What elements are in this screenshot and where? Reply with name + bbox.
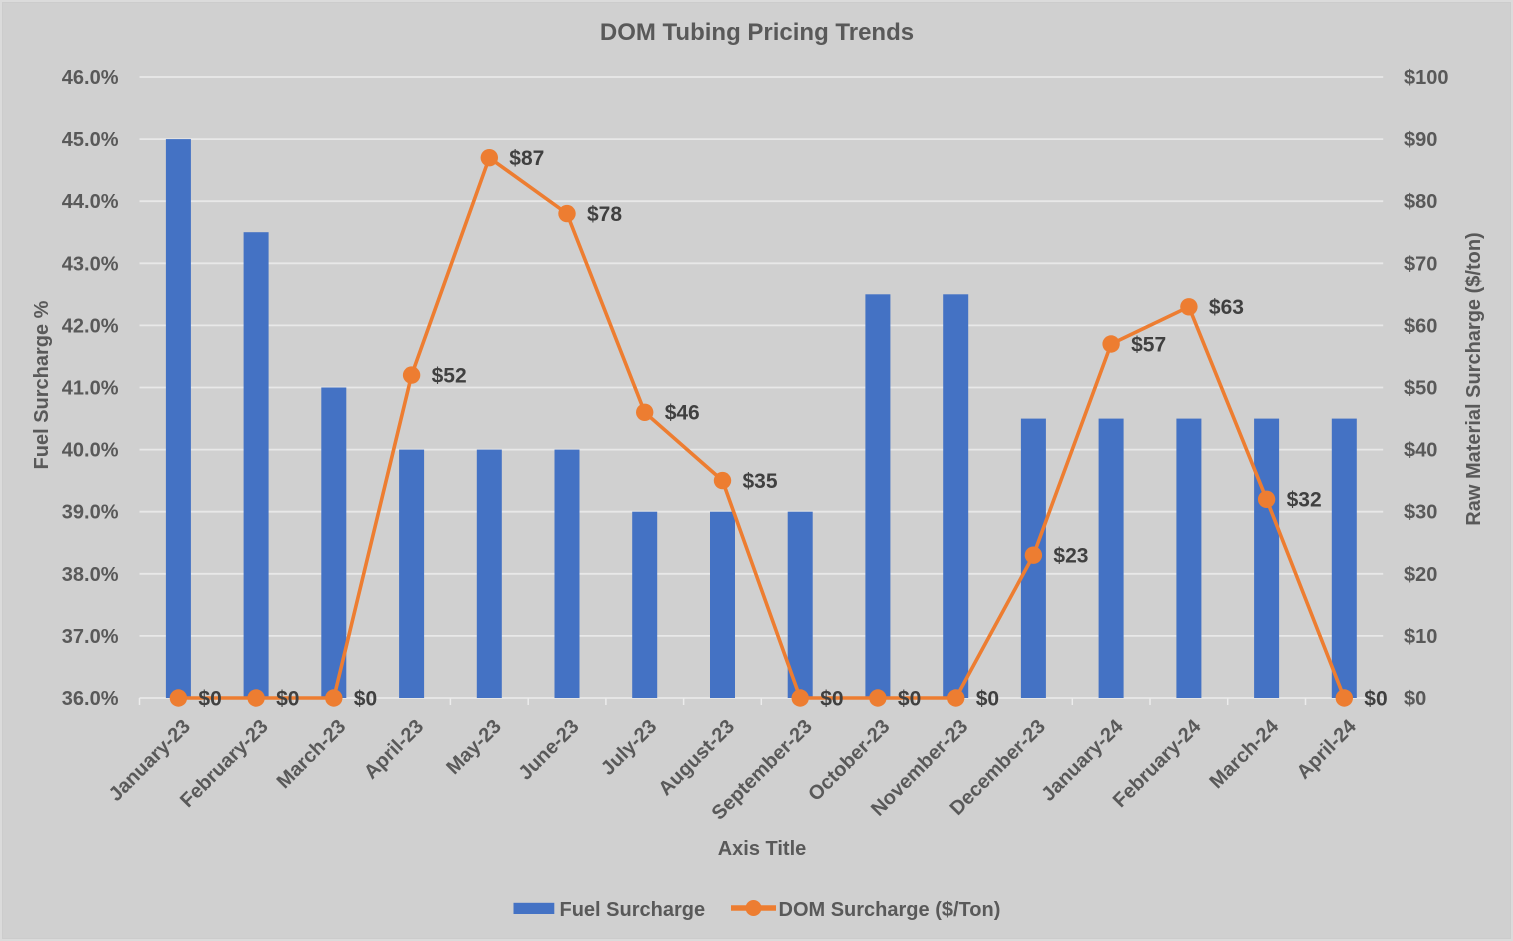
- svg-text:Raw Material Surcharge ($/ton): Raw Material Surcharge ($/ton): [1463, 232, 1485, 525]
- svg-text:$0: $0: [1404, 688, 1426, 710]
- svg-text:$30: $30: [1404, 502, 1437, 524]
- svg-text:$0: $0: [198, 687, 221, 710]
- svg-text:$52: $52: [432, 365, 467, 388]
- svg-text:43.0%: 43.0%: [62, 253, 119, 275]
- svg-text:Fuel Surcharge %: Fuel Surcharge %: [31, 300, 53, 469]
- svg-text:DOM Surcharge ($/Ton): DOM Surcharge ($/Ton): [779, 899, 1001, 921]
- svg-text:$50: $50: [1404, 378, 1437, 400]
- svg-text:$35: $35: [743, 470, 778, 493]
- svg-text:$23: $23: [1053, 545, 1088, 568]
- svg-text:DOM Tubing Pricing Trends: DOM Tubing Pricing Trends: [600, 19, 914, 46]
- svg-text:$78: $78: [587, 203, 622, 226]
- svg-text:$0: $0: [354, 687, 377, 710]
- svg-text:Axis Title: Axis Title: [718, 838, 807, 860]
- svg-text:42.0%: 42.0%: [62, 315, 119, 337]
- svg-text:Fuel Surcharge: Fuel Surcharge: [560, 899, 706, 921]
- svg-text:$90: $90: [1404, 129, 1437, 151]
- svg-text:$20: $20: [1404, 564, 1437, 586]
- svg-text:38.0%: 38.0%: [62, 564, 119, 586]
- svg-text:$87: $87: [509, 147, 544, 170]
- svg-text:$0: $0: [276, 687, 299, 710]
- svg-text:$0: $0: [898, 687, 921, 710]
- svg-text:$70: $70: [1404, 253, 1437, 275]
- svg-text:$57: $57: [1131, 333, 1166, 356]
- svg-text:$32: $32: [1287, 489, 1322, 512]
- svg-text:$63: $63: [1209, 296, 1244, 319]
- svg-text:41.0%: 41.0%: [62, 378, 119, 400]
- svg-text:$80: $80: [1404, 191, 1437, 213]
- svg-text:40.0%: 40.0%: [62, 440, 119, 462]
- svg-text:44.0%: 44.0%: [62, 191, 119, 213]
- svg-text:$40: $40: [1404, 440, 1437, 462]
- svg-text:$46: $46: [665, 402, 700, 425]
- svg-text:37.0%: 37.0%: [62, 626, 119, 648]
- svg-text:46.0%: 46.0%: [62, 67, 119, 89]
- svg-text:$100: $100: [1404, 67, 1449, 89]
- svg-text:$0: $0: [976, 687, 999, 710]
- svg-text:$60: $60: [1404, 315, 1437, 337]
- svg-text:36.0%: 36.0%: [62, 688, 119, 710]
- svg-text:45.0%: 45.0%: [62, 129, 119, 151]
- svg-text:$0: $0: [1364, 687, 1387, 710]
- svg-text:$10: $10: [1404, 626, 1437, 648]
- svg-text:$0: $0: [820, 687, 843, 710]
- svg-text:39.0%: 39.0%: [62, 502, 119, 524]
